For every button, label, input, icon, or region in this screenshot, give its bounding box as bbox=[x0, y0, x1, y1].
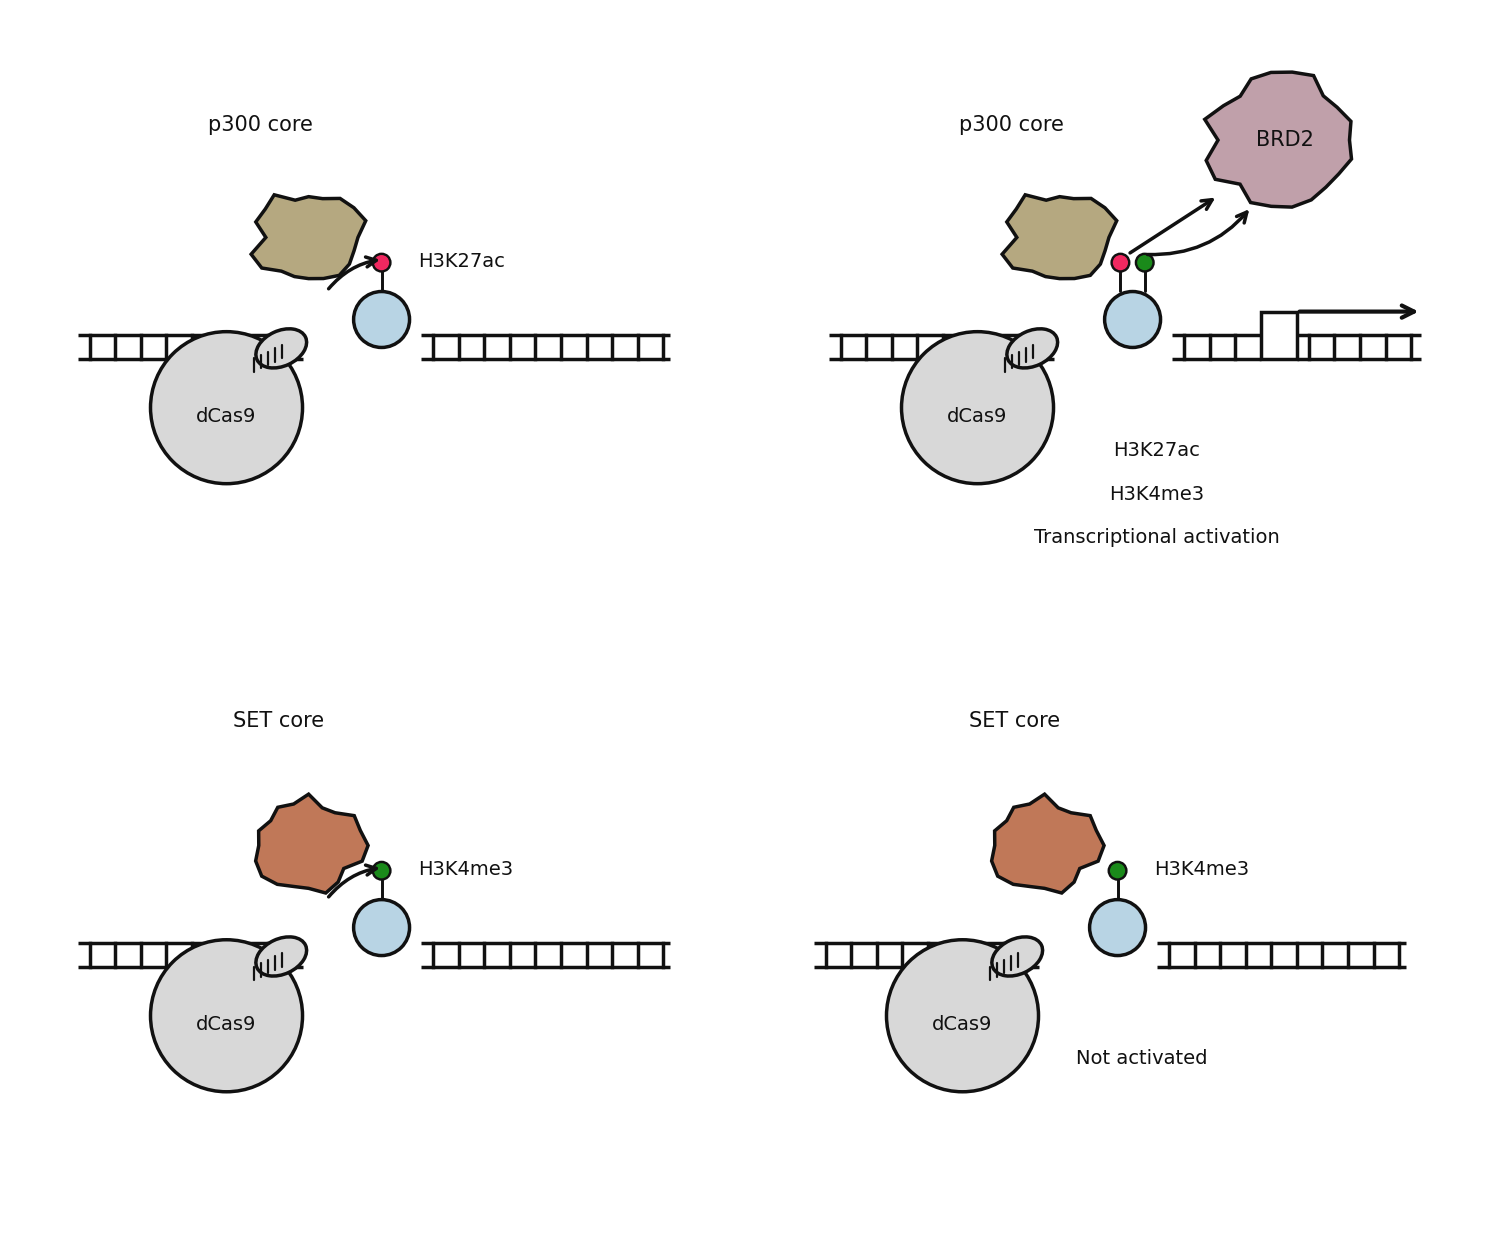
Ellipse shape bbox=[362, 937, 401, 952]
Text: H3K4me3: H3K4me3 bbox=[1110, 484, 1205, 504]
Text: dCas9: dCas9 bbox=[933, 1015, 993, 1035]
Ellipse shape bbox=[255, 937, 306, 977]
Text: SET core: SET core bbox=[233, 711, 324, 731]
Ellipse shape bbox=[1113, 329, 1152, 344]
Circle shape bbox=[353, 292, 410, 347]
Bar bbox=[1262, 311, 1296, 359]
Circle shape bbox=[150, 939, 302, 1092]
Circle shape bbox=[1104, 292, 1161, 347]
Text: H3K4me3: H3K4me3 bbox=[418, 860, 514, 880]
Circle shape bbox=[1136, 254, 1154, 272]
Circle shape bbox=[1089, 900, 1146, 956]
Text: p300 core: p300 core bbox=[207, 115, 312, 135]
Text: H3K27ac: H3K27ac bbox=[418, 252, 505, 272]
Circle shape bbox=[1111, 254, 1130, 272]
Circle shape bbox=[901, 331, 1053, 484]
Circle shape bbox=[372, 254, 391, 272]
Circle shape bbox=[353, 900, 410, 956]
Circle shape bbox=[372, 862, 391, 880]
Text: dCas9: dCas9 bbox=[948, 407, 1008, 427]
Text: dCas9: dCas9 bbox=[197, 407, 257, 427]
Ellipse shape bbox=[255, 329, 306, 369]
Text: H3K4me3: H3K4me3 bbox=[1154, 860, 1250, 880]
Polygon shape bbox=[251, 195, 366, 279]
Ellipse shape bbox=[1098, 937, 1137, 952]
Text: SET core: SET core bbox=[969, 711, 1060, 731]
Ellipse shape bbox=[1006, 329, 1057, 369]
Text: Transcriptional activation: Transcriptional activation bbox=[1033, 529, 1280, 547]
Text: H3K27ac: H3K27ac bbox=[1113, 441, 1200, 459]
Circle shape bbox=[150, 331, 302, 484]
Circle shape bbox=[1108, 862, 1126, 880]
Polygon shape bbox=[255, 794, 368, 894]
Text: dCas9: dCas9 bbox=[197, 1015, 257, 1035]
Polygon shape bbox=[991, 794, 1104, 894]
Ellipse shape bbox=[362, 329, 401, 344]
Ellipse shape bbox=[991, 937, 1042, 977]
Text: p300 core: p300 core bbox=[958, 115, 1063, 135]
Text: BRD2: BRD2 bbox=[1256, 130, 1314, 150]
Polygon shape bbox=[1002, 195, 1117, 279]
Polygon shape bbox=[1205, 72, 1352, 207]
Circle shape bbox=[886, 939, 1038, 1092]
Text: Not activated: Not activated bbox=[1075, 1049, 1208, 1067]
